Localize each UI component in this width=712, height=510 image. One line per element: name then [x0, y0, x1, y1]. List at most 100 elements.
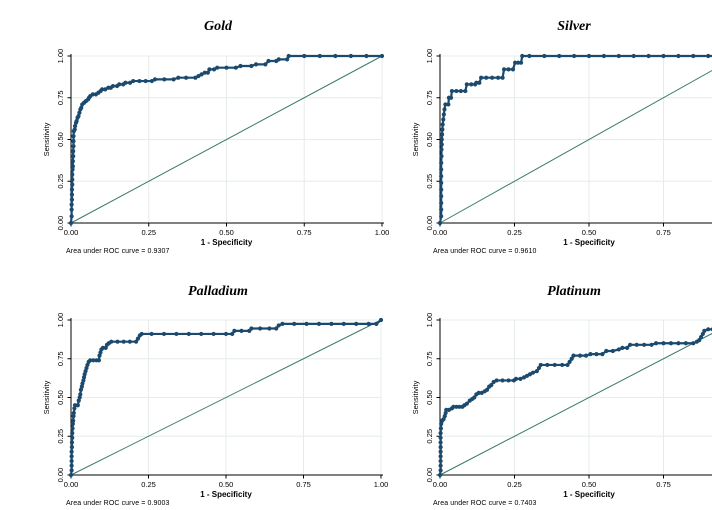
roc-marker — [78, 392, 83, 397]
auc-note-silver: Area under ROC curve = 0.9610 — [433, 248, 537, 255]
x-axis-title: 1 - Specificity — [563, 238, 615, 247]
roc-marker — [109, 339, 114, 344]
auc-note-gold: Area under ROC curve = 0.9307 — [66, 248, 170, 255]
x-tick-label: 0.00 — [433, 228, 448, 237]
roc-marker — [515, 60, 521, 65]
roc-marker — [364, 53, 369, 59]
y-tick-label: 0.25 — [56, 174, 65, 189]
roc-marker — [79, 105, 84, 110]
roc-plot-gold: 0.00 0.25 0.50 0.75 1.00 0.00 0.25 0.50 0.75 1.00… — [42, 49, 389, 247]
roc-marker — [70, 167, 75, 172]
roc-marker — [123, 80, 128, 85]
roc-marker — [71, 134, 76, 139]
y-tick-label: 0.75 — [425, 90, 434, 105]
roc-marker — [634, 342, 639, 347]
roc-marker — [534, 369, 539, 374]
roc-marker — [69, 463, 74, 468]
roc-marker — [230, 331, 235, 337]
roc-marker — [439, 132, 445, 137]
roc-marker — [454, 88, 459, 94]
roc-marker — [438, 468, 443, 473]
roc-marker — [304, 321, 309, 326]
roc-marker — [439, 160, 444, 165]
roc-marker — [70, 182, 75, 187]
roc-marker — [70, 172, 75, 177]
roc-marker — [443, 102, 448, 107]
roc-marker — [70, 431, 75, 436]
y-axis-title: Sensitivity — [411, 122, 420, 156]
roc-marker — [70, 435, 75, 440]
roc-marker — [233, 65, 238, 70]
roc-marker — [518, 60, 524, 65]
roc-marker — [127, 80, 133, 85]
roc-marker — [223, 331, 229, 337]
roc-marker — [91, 358, 96, 363]
roc-marker — [302, 53, 307, 59]
roc-markers — [68, 317, 384, 478]
roc-marker — [604, 348, 609, 354]
roc-marker — [176, 75, 181, 80]
roc-marker — [71, 410, 76, 416]
roc-marker — [577, 353, 583, 358]
roc-marker — [121, 339, 126, 344]
roc-marker — [463, 88, 468, 94]
x-tick-label: 0.50 — [219, 480, 234, 489]
y-tick-label: 0.50 — [425, 390, 434, 405]
roc-marker — [90, 92, 95, 97]
y-tick-label: 0.75 — [425, 351, 434, 366]
roc-marker — [71, 139, 76, 144]
panel-title-palladium: Palladium — [188, 284, 248, 299]
x-tick-label: 0.75 — [656, 228, 671, 237]
roc-marker — [649, 342, 654, 347]
roc-plot-silver: 0.000.250.500.751.000.000.250.500.751.00… — [411, 49, 712, 247]
roc-marker — [69, 187, 75, 192]
roc-marker — [438, 435, 443, 440]
roc-marker — [438, 454, 443, 459]
roc-marker — [232, 328, 237, 333]
roc-marker — [477, 80, 482, 85]
roc-marker — [378, 317, 384, 323]
roc-marker — [71, 144, 76, 149]
roc-marker — [458, 88, 463, 94]
roc-marker — [438, 440, 443, 445]
roc-marker — [441, 112, 446, 117]
roc-marker — [691, 341, 696, 346]
roc-marker — [646, 53, 651, 59]
roc-marker — [110, 83, 116, 89]
roc-marker — [267, 326, 272, 331]
roc-marker — [96, 358, 101, 363]
roc-marker — [439, 214, 444, 219]
roc-marker — [484, 387, 490, 392]
roc-marker — [205, 70, 210, 75]
roc-marker — [249, 326, 254, 331]
roc-marker — [588, 352, 593, 357]
roc-marker — [439, 147, 444, 152]
roc-marker — [211, 67, 217, 72]
roc-marker — [439, 154, 444, 159]
roc-marker — [702, 328, 707, 333]
x-tick-label: 0.25 — [141, 228, 156, 237]
roc-marker — [71, 149, 76, 154]
roc-marker — [379, 53, 385, 59]
roc-marker — [464, 82, 469, 87]
y-axis-title: Sensitivity — [42, 380, 51, 414]
roc-marker — [616, 347, 621, 352]
roc-marker — [70, 177, 75, 182]
roc-marker — [513, 376, 519, 381]
roc-marker — [616, 53, 621, 59]
roc-marker — [127, 339, 132, 344]
roc-marker — [317, 53, 322, 59]
y-tick-label: 0.25 — [425, 174, 434, 189]
roc-plot-platinum: 0.000.250.500.751.000.000.250.500.751.00… — [411, 313, 712, 499]
x-tick-label: 0.00 — [64, 480, 79, 489]
roc-marker — [71, 414, 76, 419]
roc-marker — [572, 53, 577, 59]
roc-marker — [266, 58, 271, 64]
roc-marker — [557, 53, 562, 59]
roc-marker — [438, 445, 443, 450]
reference-line — [70, 55, 383, 224]
roc-marker — [69, 192, 75, 197]
roc-marker — [72, 124, 78, 129]
roc-marker — [571, 353, 576, 358]
roc-marker — [76, 114, 81, 119]
